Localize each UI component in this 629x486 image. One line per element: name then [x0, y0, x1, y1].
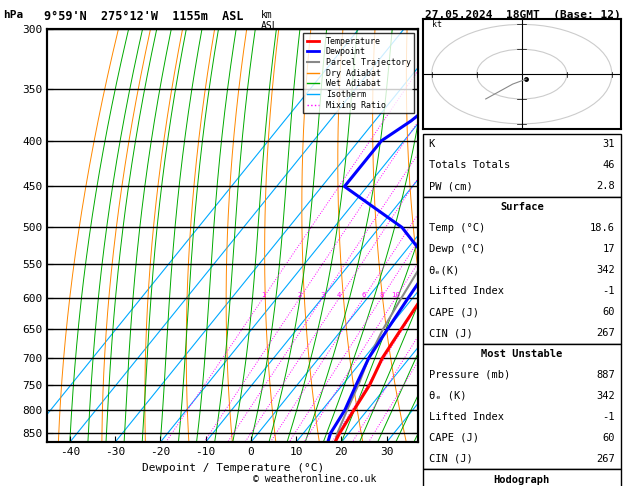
Bar [423, 469, 621, 486]
Text: CAPE (J): CAPE (J) [428, 307, 479, 317]
Text: 8: 8 [379, 292, 384, 297]
Text: 27.05.2024  18GMT  (Base: 12): 27.05.2024 18GMT (Base: 12) [425, 10, 620, 20]
X-axis label: Dewpoint / Temperature (°C): Dewpoint / Temperature (°C) [142, 463, 324, 473]
Text: 6: 6 [362, 292, 366, 297]
Text: hPa: hPa [3, 10, 23, 20]
Text: Dewp (°C): Dewp (°C) [428, 244, 485, 254]
Bar [423, 197, 621, 344]
Text: 10: 10 [391, 292, 400, 297]
Text: θₑ (K): θₑ (K) [428, 391, 466, 401]
Text: Most Unstable: Most Unstable [481, 349, 562, 359]
Text: 267: 267 [596, 328, 615, 338]
Text: 18.6: 18.6 [590, 223, 615, 233]
Text: Lifted Index: Lifted Index [428, 286, 504, 296]
Text: Surface: Surface [500, 202, 543, 212]
Text: 342: 342 [596, 391, 615, 401]
Text: -1: -1 [603, 286, 615, 296]
Text: 3: 3 [320, 292, 325, 297]
Text: 342: 342 [596, 265, 615, 275]
Text: kt: kt [431, 20, 442, 29]
Text: 2.8: 2.8 [596, 181, 615, 191]
Y-axis label: Mixing Ratio (g/kg): Mixing Ratio (g/kg) [450, 180, 460, 292]
Text: K: K [428, 139, 435, 149]
Text: 9°59'N  275°12'W  1155m  ASL: 9°59'N 275°12'W 1155m ASL [44, 10, 243, 23]
Text: 2: 2 [298, 292, 302, 297]
Text: 31: 31 [603, 139, 615, 149]
Text: 46: 46 [603, 160, 615, 170]
Text: CIN (J): CIN (J) [428, 454, 472, 464]
Text: 267: 267 [596, 454, 615, 464]
Text: 4: 4 [337, 292, 342, 297]
Text: 60: 60 [603, 433, 615, 443]
Bar [423, 134, 621, 197]
Text: Lifted Index: Lifted Index [428, 412, 504, 422]
Text: 887: 887 [596, 370, 615, 380]
Text: 1: 1 [261, 292, 265, 297]
Text: θₑ(K): θₑ(K) [428, 265, 460, 275]
Text: 60: 60 [603, 307, 615, 317]
Text: Hodograph: Hodograph [494, 475, 550, 485]
Text: -1: -1 [603, 412, 615, 422]
Text: CIN (J): CIN (J) [428, 328, 472, 338]
Text: Temp (°C): Temp (°C) [428, 223, 485, 233]
Legend: Temperature, Dewpoint, Parcel Trajectory, Dry Adiabat, Wet Adiabat, Isotherm, Mi: Temperature, Dewpoint, Parcel Trajectory… [303, 34, 414, 113]
Bar [423, 344, 621, 469]
Text: km
ASL: km ASL [261, 10, 279, 31]
Text: Pressure (mb): Pressure (mb) [428, 370, 510, 380]
Text: 17: 17 [603, 244, 615, 254]
Text: CAPE (J): CAPE (J) [428, 433, 479, 443]
Text: © weatheronline.co.uk: © weatheronline.co.uk [253, 473, 376, 484]
Text: Totals Totals: Totals Totals [428, 160, 510, 170]
Text: PW (cm): PW (cm) [428, 181, 472, 191]
